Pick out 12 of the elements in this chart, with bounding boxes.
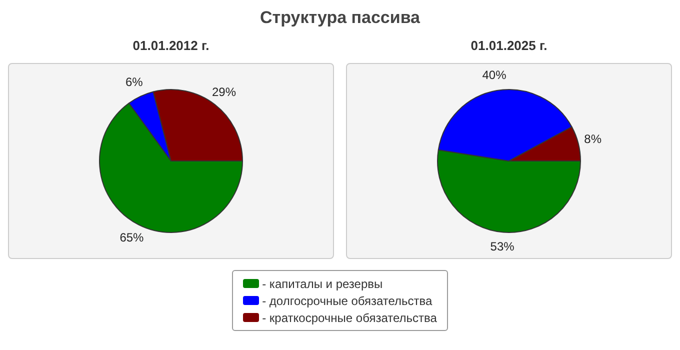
data-label: 6%	[126, 75, 144, 90]
legend-label: - долгосрочные обязательства	[262, 294, 432, 308]
chart-title: Структура пассива	[258, 8, 422, 28]
legend-label: - краткосрочные обязательства	[262, 310, 437, 324]
chart-subtitle: 01.01.2025 г.	[470, 38, 548, 53]
data-label: 8%	[584, 132, 602, 146]
data-label: 53%	[490, 240, 515, 254]
data-label: 40%	[482, 68, 507, 82]
data-label: 29%	[212, 84, 236, 99]
data-label: 65%	[120, 230, 144, 244]
legend-label: - капиталы и резервы	[262, 276, 383, 290]
chart-subtitle: 01.01.2012 г.	[132, 38, 210, 53]
